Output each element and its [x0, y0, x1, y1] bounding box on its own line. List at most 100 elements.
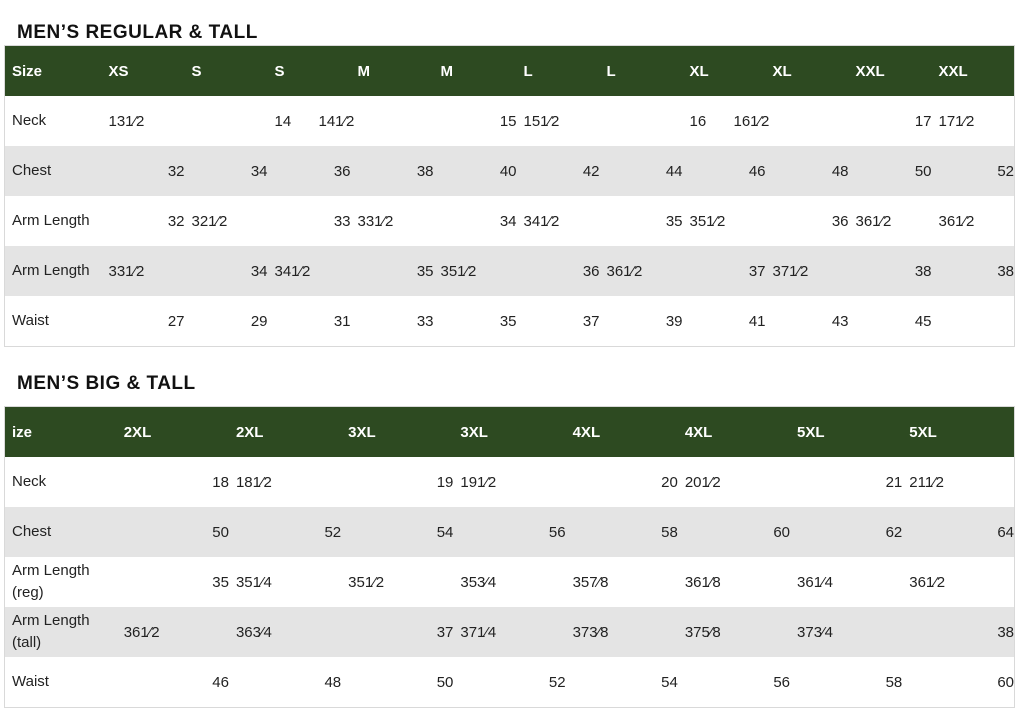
table-cell: 27 — [167, 312, 185, 330]
table-cell: 17 — [914, 112, 932, 130]
table-cell — [434, 96, 485, 146]
table-cell — [268, 196, 319, 246]
table-cell: 31 — [333, 312, 351, 330]
table-cell: 181⁄2 — [235, 473, 272, 491]
table-cell — [152, 246, 185, 296]
table-cell: 64 — [982, 507, 1015, 557]
table-cell — [185, 296, 236, 347]
table-cell — [517, 296, 568, 347]
table-cell — [983, 196, 1015, 246]
table-cell: 331⁄2 — [101, 246, 153, 296]
header-size-cell: 3XL — [341, 406, 422, 457]
table-cell — [790, 457, 870, 507]
table-cell: 32 — [152, 146, 185, 196]
table-row: Arm Length 331⁄2 34 341⁄2 35 351⁄2 36 361⁄2 37 37… — [4, 246, 1015, 296]
table-cell: 171⁄2 — [938, 112, 975, 130]
table-cell — [682, 146, 734, 196]
table-header-row: Size XS S S M M L L XL XL XXL XXL — [4, 45, 1015, 96]
table-cell: 48 — [816, 146, 849, 196]
table-cell: 48 — [324, 673, 342, 691]
table-cell: 38 — [899, 246, 932, 296]
table-cell: 351⁄2 — [348, 573, 385, 591]
table-cell: 363⁄4 — [228, 607, 310, 657]
table-cell: 14 — [274, 112, 292, 130]
table-row: Chest 32 34 36 38 40 42 44 46 48 50 52 — [4, 146, 1015, 196]
table-cell — [350, 146, 402, 196]
table-cell: 50 — [196, 507, 229, 557]
table-row: Waist 27 29 31 33 35 37 39 41 43 45 — [5, 296, 1015, 347]
table-cell — [568, 196, 600, 246]
table-cell — [758, 457, 790, 507]
table-row: Arm Length 32 321⁄2 33 331⁄2 34 341⁄2 35 351⁄2 36… — [5, 196, 1015, 246]
table-cell: 56 — [773, 673, 791, 691]
table-cell — [402, 96, 434, 146]
table-cell: 15 — [499, 112, 517, 130]
table-cell — [228, 507, 310, 557]
table-cell — [790, 507, 871, 557]
table-cell — [682, 246, 734, 296]
header-size-cell: 3XL — [453, 406, 534, 457]
header-size-cell: S — [267, 45, 319, 96]
table-cell — [651, 96, 683, 146]
table-cell — [982, 557, 1014, 607]
row-label: Arm Length — [4, 246, 102, 296]
table-row: Neck 18 181⁄2 19 191⁄2 20 201⁄2 21 211⁄2 — [5, 457, 1015, 507]
row-label: Waist — [12, 673, 49, 690]
table-cell — [766, 96, 817, 146]
table-cell — [931, 246, 983, 296]
header-size-cell: XS — [101, 45, 153, 96]
table-cell: 35 — [665, 212, 683, 230]
table-cell — [533, 607, 566, 657]
table-cell: 361⁄4 — [797, 573, 833, 591]
table-cell — [516, 246, 568, 296]
table-cell — [900, 196, 932, 246]
row-label: Neck — [12, 112, 47, 129]
table-cell — [351, 296, 402, 347]
table-cell — [229, 657, 309, 708]
table-cell — [766, 296, 817, 347]
table-cell: 361⁄2 — [116, 607, 197, 657]
table-cell: 18 — [212, 473, 229, 491]
table-header-row: ize 2XL 2XL 3XL 3XL 4XL 4XL 5XL 5XL — [4, 406, 1015, 457]
table-cell: 41 — [748, 312, 766, 330]
table-cell: 211⁄2 — [909, 473, 945, 491]
header-size-cell — [533, 406, 566, 457]
table-cell: 36 — [567, 246, 600, 296]
table-cell: 373⁄8 — [565, 607, 646, 657]
regular-tall-size-table: Size XS S S M M L L XL XL XXL XXL Neck 131⁄2 14 141⁄2 15… — [4, 45, 1015, 347]
table-cell: 60 — [997, 673, 1014, 691]
table-cell: 38 — [982, 246, 1015, 296]
table-cell: 52 — [982, 146, 1015, 196]
header-size-cell — [401, 45, 434, 96]
table-cell — [236, 196, 268, 246]
table-cell: 33 — [416, 312, 434, 330]
table-cell: 375⁄8 — [677, 607, 758, 657]
table-cell: 50 — [899, 146, 932, 196]
table-cell — [341, 657, 421, 708]
row-label: Neck — [12, 473, 47, 490]
header-size-cell — [645, 406, 678, 457]
table-cell — [678, 657, 758, 708]
header-size-cell — [235, 45, 268, 96]
table-cell: 361⁄2 — [855, 212, 892, 230]
table-cell: 321⁄2 — [191, 212, 228, 230]
table-cell — [758, 557, 790, 607]
table-cell: 373⁄4 — [790, 607, 871, 657]
table-cell — [267, 146, 319, 196]
header-size-cell — [870, 406, 903, 457]
header-size-cell — [816, 45, 849, 96]
table-cell — [765, 146, 817, 196]
table-cell: 19 — [436, 473, 454, 491]
table-cell: 371⁄4 — [453, 607, 534, 657]
table-cell: 52 — [309, 507, 342, 557]
table-cell — [683, 296, 734, 347]
table-cell — [153, 96, 185, 146]
header-size-cell — [650, 45, 683, 96]
table-cell — [236, 96, 268, 146]
big-tall-title: MEN’S BIG & TALL — [17, 373, 196, 394]
table-cell: 351⁄2 — [689, 212, 726, 230]
table-cell: 353⁄4 — [460, 573, 497, 591]
table-cell — [931, 146, 983, 196]
table-cell: 33 — [333, 212, 351, 230]
table-cell: 60 — [757, 507, 791, 557]
